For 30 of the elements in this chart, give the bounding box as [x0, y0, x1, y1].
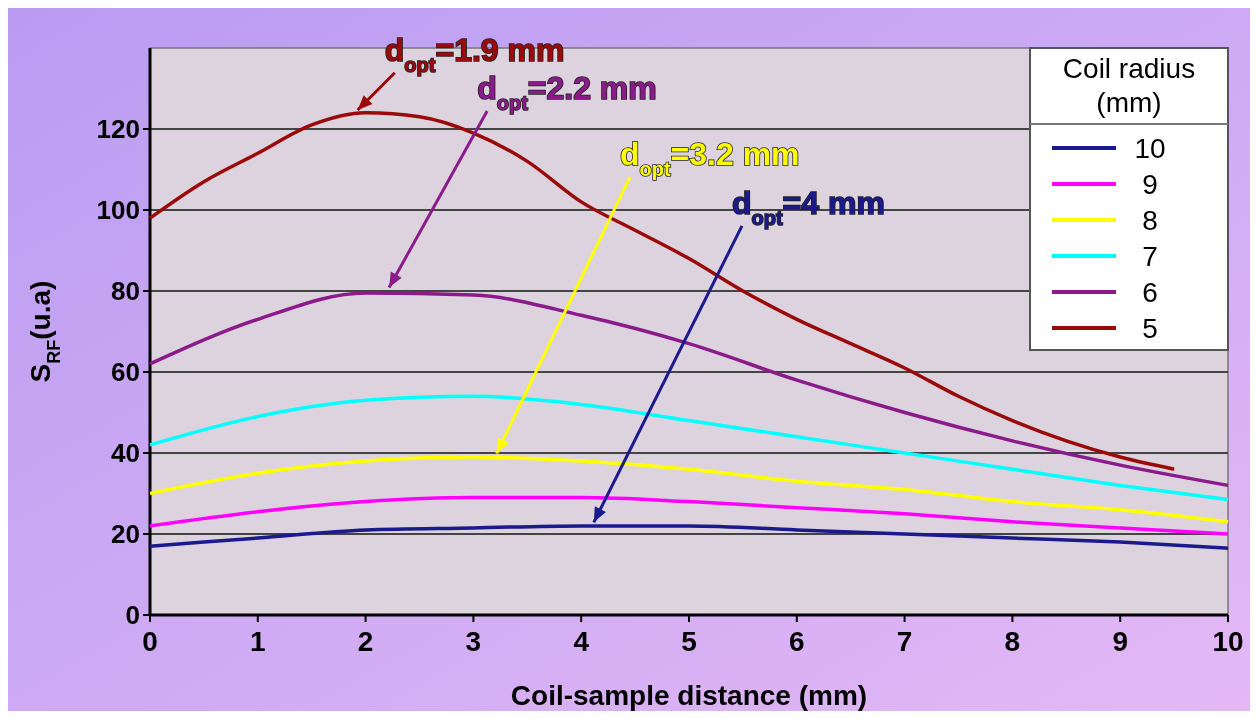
line-series: [148, 394, 1230, 502]
y-tick-label: 40: [111, 438, 140, 468]
y-tick-label: 0: [125, 600, 140, 630]
x-tick-label: 3: [465, 626, 482, 657]
x-tick-label: 6: [789, 626, 805, 657]
line-series: [148, 455, 1230, 524]
x-tick-label: 7: [896, 626, 913, 657]
x-tick-label: 10: [1212, 626, 1244, 657]
legend-label: 7: [1142, 241, 1158, 272]
y-tick-label: 120: [96, 114, 140, 144]
x-tick-label: 1: [250, 626, 266, 657]
y-tick-label: 60: [111, 357, 140, 387]
legend-label: 10: [1134, 133, 1166, 164]
legend-label: 6: [1142, 277, 1158, 308]
x-tick-label: 9: [1112, 626, 1128, 657]
y-tick-label: 100: [96, 195, 140, 225]
x-tick-label: 2: [357, 626, 374, 657]
legend-label: 8: [1142, 205, 1158, 236]
x-tick-label: 5: [681, 626, 697, 657]
line-series: [148, 495, 1230, 536]
legend-label: 9: [1142, 169, 1158, 200]
x-axis-title: Coil-sample distance (mm): [510, 680, 868, 711]
legend-label: 5: [1142, 313, 1158, 344]
line-series: [148, 524, 1230, 550]
y-tick-label: 80: [111, 276, 140, 306]
annotation: d$_{opt}$=3.2 mm: [619, 136, 800, 181]
y-tick-label: 20: [111, 519, 140, 549]
x-tick-label: 4: [573, 626, 590, 657]
legend-title: Coil radius (mm): [1062, 53, 1196, 118]
x-tick-label: 8: [1004, 626, 1021, 657]
